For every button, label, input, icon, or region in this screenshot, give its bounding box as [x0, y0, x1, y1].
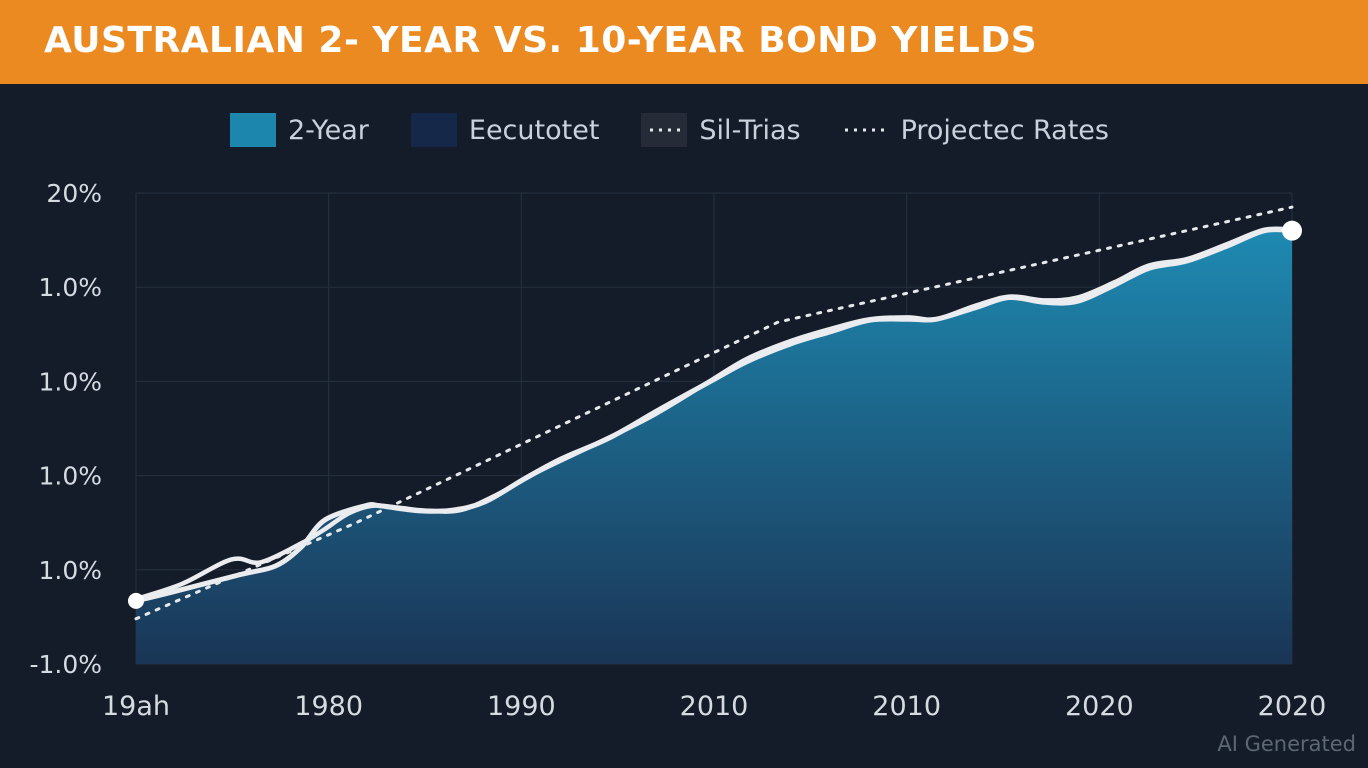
- legend-swatch-projectec-rates: [843, 113, 889, 147]
- x-tick-label: 2020: [1065, 691, 1134, 722]
- x-tick-label: 19ah: [102, 691, 170, 722]
- legend-label-2-year: 2-Year: [288, 114, 369, 146]
- start-point-marker: [128, 592, 144, 609]
- y-tick-label: 1.0%: [38, 462, 102, 491]
- legend: 2-Year Eecutotet Sil-Trias Projectec Rat…: [230, 108, 1151, 152]
- x-tick-label: 2010: [872, 691, 941, 722]
- line-eecutotet: [133, 226, 1295, 602]
- end-point-marker: [1282, 220, 1302, 241]
- x-tick-label: 1980: [294, 691, 363, 722]
- x-tick-label: 1990: [487, 691, 556, 722]
- x-tick-label: 2020: [1258, 691, 1327, 722]
- y-tick-label: 1.0%: [38, 273, 102, 302]
- x-tick-label: 2010: [680, 691, 749, 722]
- y-tick-label: 1.0%: [38, 556, 102, 585]
- legend-item-eecutotet: Eecutotet: [410, 113, 600, 147]
- line-projectec-rates: [134, 205, 1294, 621]
- y-tick-label: 1.0%: [38, 367, 102, 396]
- title-bar: AUSTRALIAN 2- YEAR VS. 10-YEAR BOND YIEL…: [0, 0, 1368, 84]
- legend-swatch-2-year: [230, 113, 276, 147]
- legend-label-eecutotet: Eecutotet: [468, 114, 600, 146]
- legend-item-2-year: 2-Year: [230, 113, 369, 147]
- legend-swatch-sil-trias: [641, 113, 688, 147]
- y-tick-label: -1.0%: [29, 650, 102, 679]
- chart-title: AUSTRALIAN 2- YEAR VS. 10-YEAR BOND YIEL…: [44, 20, 1038, 61]
- legend-item-projectec-rates: Projectec Rates: [843, 113, 1109, 147]
- legend-label-sil-trias: Sil-Trias: [699, 114, 801, 146]
- legend-item-sil-trias: Sil-Trias: [641, 113, 801, 147]
- watermark: AI Generated: [1217, 732, 1356, 756]
- y-tick-label: 20%: [46, 179, 102, 208]
- legend-swatch-eecutotet: [410, 113, 457, 147]
- area-2-year: [136, 229, 1292, 665]
- legend-label-projectec-rates: Projectec Rates: [900, 114, 1109, 146]
